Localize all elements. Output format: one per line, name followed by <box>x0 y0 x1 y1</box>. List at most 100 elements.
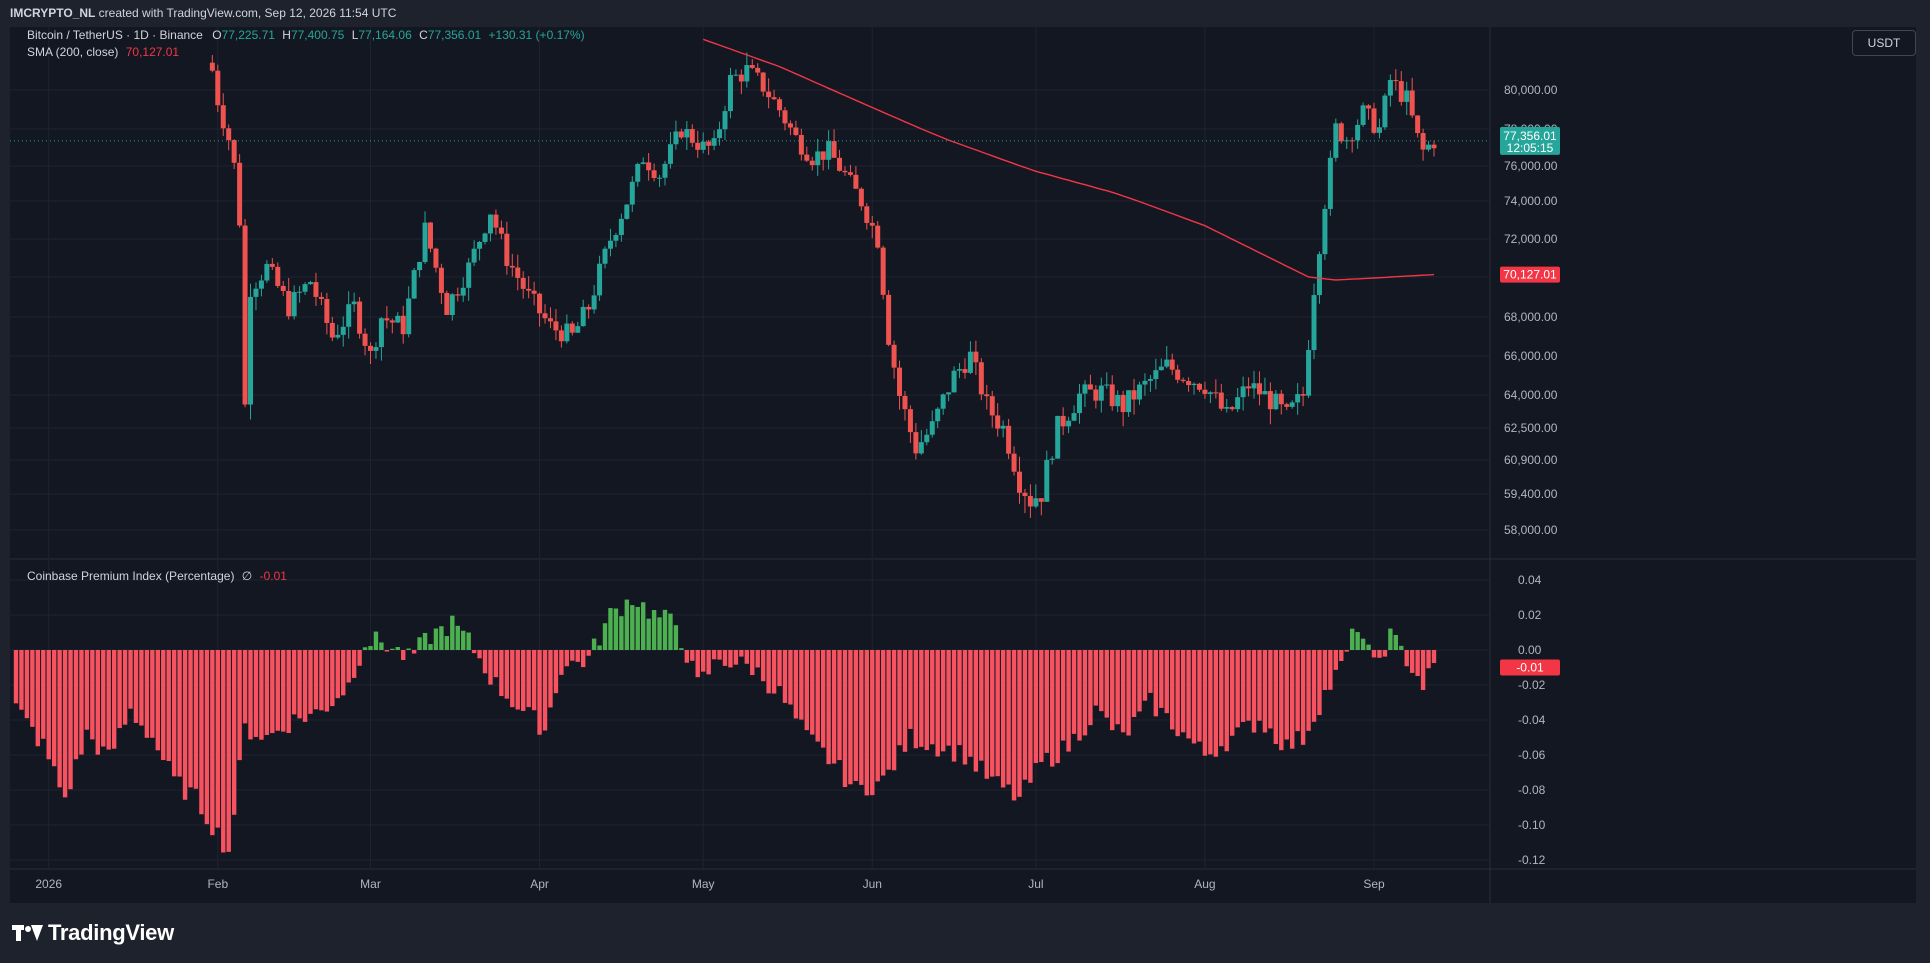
candle <box>646 152 652 181</box>
premium-bar <box>1088 650 1093 726</box>
candle <box>220 93 226 136</box>
candle <box>351 292 357 312</box>
candle <box>787 120 793 136</box>
price-tick-label: 68,000.00 <box>1504 310 1558 324</box>
candle <box>1126 390 1132 417</box>
premium-bar <box>488 650 493 685</box>
premium-bar <box>428 644 433 650</box>
time-tick-label: 2026 <box>35 877 62 891</box>
premium-bar <box>771 650 777 694</box>
premium-bar <box>1148 650 1153 693</box>
premium-bar <box>401 650 406 661</box>
candlestick-series <box>209 52 1437 518</box>
candle <box>777 97 783 117</box>
candle <box>629 176 635 212</box>
candle <box>935 407 941 429</box>
tradingview-logo-icon <box>12 923 43 943</box>
premium-bar <box>1300 650 1306 745</box>
candle <box>231 139 237 170</box>
candle <box>324 292 330 335</box>
candle <box>269 257 275 270</box>
candle <box>411 267 417 299</box>
premium-bar <box>1170 650 1175 730</box>
premium-bar <box>820 650 826 748</box>
premium-bar <box>586 650 591 656</box>
symbol-name[interactable]: Bitcoin / TetherUS · 1D · Binance <box>27 28 203 42</box>
price-tick-label: 66,000.00 <box>1504 349 1558 363</box>
sma-label[interactable]: SMA (200, close) <box>27 45 119 59</box>
currency-button[interactable]: USDT <box>1852 30 1916 56</box>
tradingview-logo[interactable]: TradingView <box>12 920 174 946</box>
candle <box>1027 484 1033 518</box>
premium-tick-label: -0.06 <box>1518 748 1546 762</box>
candle <box>886 290 892 347</box>
candle <box>618 213 624 242</box>
premium-bar <box>122 650 128 725</box>
candle <box>651 163 657 182</box>
premium-bar <box>908 650 913 729</box>
premium-bar <box>193 650 199 789</box>
premium-tick-label: 0.02 <box>1518 608 1542 622</box>
premium-bar <box>1039 650 1044 763</box>
premium-bar <box>477 650 482 659</box>
time-tick-label: Mar <box>360 877 381 891</box>
candle <box>1196 382 1202 392</box>
premium-bar <box>619 616 624 650</box>
candle <box>1049 456 1055 465</box>
premium-bar <box>940 650 946 752</box>
premium-tick-label: 0.00 <box>1518 643 1542 657</box>
premium-bar <box>875 650 880 782</box>
premium-bar <box>144 650 150 738</box>
premium-bar <box>133 650 139 723</box>
candle <box>291 285 297 320</box>
candle <box>678 128 684 140</box>
premium-bar <box>968 650 973 757</box>
premium-bar <box>1137 650 1142 712</box>
candle <box>706 139 712 155</box>
premium-label[interactable]: Coinbase Premium Index (Percentage) <box>27 569 235 583</box>
candle <box>1246 377 1252 397</box>
premium-bar <box>30 650 35 727</box>
candle <box>1120 390 1126 427</box>
candle <box>1082 380 1088 408</box>
price-chart[interactable]: 80,000.0078,000.0076,000.0074,000.0072,0… <box>10 27 1916 903</box>
candle <box>1136 381 1142 405</box>
candle <box>957 363 963 379</box>
candle <box>1360 102 1366 127</box>
candle <box>1300 386 1306 407</box>
candle <box>869 215 875 239</box>
candle <box>597 255 603 301</box>
premium-bar <box>1093 650 1099 706</box>
candle <box>1044 450 1050 502</box>
candle <box>504 221 510 275</box>
candle <box>744 52 750 88</box>
premium-bar <box>853 650 859 782</box>
premium-bar <box>930 650 935 745</box>
premium-bar <box>946 650 951 746</box>
premium-bar <box>384 650 390 652</box>
premium-bar <box>766 650 771 694</box>
premium-bar <box>1415 650 1420 676</box>
premium-bar <box>1268 650 1273 729</box>
premium-bar <box>406 648 411 650</box>
candle <box>940 393 946 415</box>
candle <box>422 211 428 264</box>
candle <box>875 220 881 249</box>
time-tick-label: May <box>692 877 715 891</box>
premium-bar <box>624 599 630 650</box>
candle <box>891 340 897 379</box>
premium-bar <box>1202 650 1208 756</box>
premium-bar <box>13 650 19 704</box>
premium-bar <box>1355 632 1360 650</box>
premium-bar <box>668 613 673 650</box>
candle <box>1366 104 1372 120</box>
premium-bar <box>411 650 417 654</box>
premium-bar <box>319 650 324 711</box>
candle <box>1431 140 1437 157</box>
premium-bar <box>106 650 111 750</box>
chart-frame[interactable]: 80,000.0078,000.0076,000.0074,000.0072,0… <box>10 27 1916 903</box>
sma-200-line <box>702 38 1435 281</box>
premium-bar <box>1164 650 1169 714</box>
candle <box>215 64 221 113</box>
premium-bar <box>379 642 384 650</box>
